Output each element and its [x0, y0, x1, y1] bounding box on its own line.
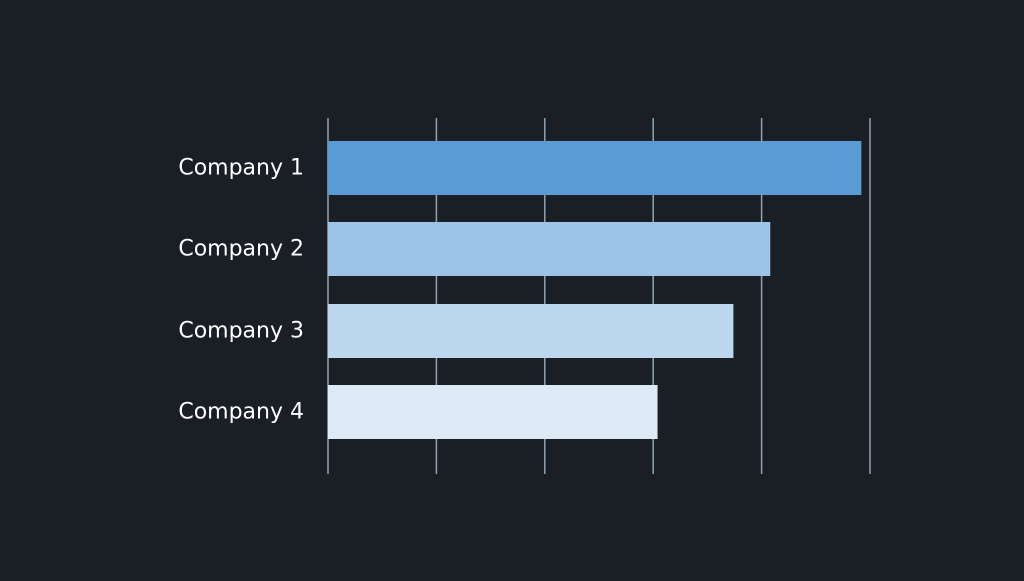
category-label-company-3: Company 3: [178, 319, 304, 344]
bars: [328, 141, 862, 439]
category-labels: Company 1 Company 2 Company 3 Company 4: [178, 156, 304, 425]
bar-company-4: [328, 385, 658, 439]
bar-company-1: [328, 141, 862, 195]
category-label-company-2: Company 2: [178, 237, 304, 262]
category-label-company-4: Company 4: [178, 400, 304, 425]
bar-company-2: [328, 222, 771, 276]
category-label-company-1: Company 1: [178, 156, 304, 181]
bar-company-3: [328, 304, 734, 358]
